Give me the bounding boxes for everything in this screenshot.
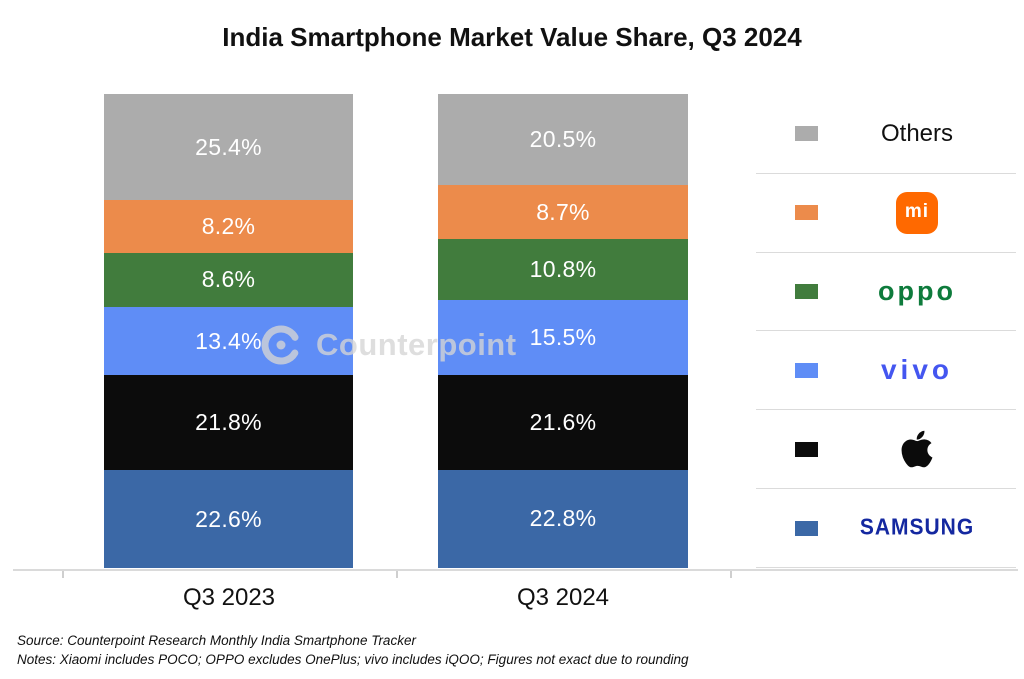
segment-value-label: 15.5% (529, 324, 597, 351)
vivo-wordmark: vivo (880, 354, 954, 386)
legend-swatch-xiaomi (795, 205, 818, 221)
x-axis-tick (62, 571, 64, 578)
bar-segment-apple: 21.8% (104, 375, 353, 471)
samsung-wordmark: SAMSUNG (859, 514, 975, 541)
segment-value-label: 13.4% (195, 327, 262, 354)
legend-row-vivo: vivo (756, 331, 1016, 411)
source-line: Source: Counterpoint Research Monthly In… (17, 633, 416, 648)
legend-row-oppo: oppo (756, 253, 1016, 332)
bar-segment-vivo: 15.5% (438, 299, 688, 376)
x-axis-tick (730, 571, 732, 578)
x-axis-line (13, 569, 1018, 571)
xiaomi-mi-logo-icon: mi (896, 191, 938, 234)
segment-value-label: 8.2% (201, 213, 256, 240)
notes-line: Notes: Xiaomi includes POCO; OPPO exclud… (17, 651, 689, 667)
legend-swatch-apple (795, 441, 818, 457)
stacked-bar-q3-2023: 25.4% 8.2% 8.6% 13.4% 21.8% 22.6% (104, 94, 353, 568)
legend: Others mi oppo vivo (756, 95, 1016, 568)
x-axis-label-q3-2023: Q3 2023 (182, 584, 276, 611)
legend-swatch-samsung (795, 520, 818, 536)
segment-value-label: 22.8% (529, 505, 597, 532)
bar-segment-apple: 21.6% (438, 375, 688, 470)
bar-segment-others: 25.4% (104, 94, 353, 201)
footer-notes: Source: Counterpoint Research Monthly In… (17, 632, 1007, 669)
legend-row-apple (756, 410, 1016, 490)
bar-segment-others: 20.5% (438, 94, 688, 186)
segment-value-label: 21.6% (529, 409, 597, 436)
segment-value-label: 22.6% (195, 505, 262, 532)
legend-swatch-vivo (795, 362, 818, 378)
legend-row-samsung: SAMSUNG (756, 489, 1016, 568)
chart-title: India Smartphone Market Value Share, Q3 … (222, 22, 802, 52)
legend-row-others: Others (756, 95, 1016, 174)
bar-segment-xiaomi-mi-: 8.2% (104, 200, 353, 253)
x-axis-tick (396, 571, 398, 578)
segment-value-label: 25.4% (195, 133, 262, 160)
segment-value-label: 21.8% (195, 409, 262, 436)
legend-row-xiaomi: mi (756, 174, 1016, 253)
bar-segment-samsung: 22.8% (438, 469, 688, 568)
legend-swatch-others (795, 126, 818, 142)
bar-segment-vivo: 13.4% (104, 306, 353, 376)
legend-label-others: Others (880, 119, 954, 147)
bar-segment-oppo: 8.6% (104, 252, 353, 307)
segment-value-label: 8.6% (201, 266, 256, 293)
oppo-wordmark: oppo (878, 276, 956, 307)
stacked-bar-q3-2024: 20.5% 8.7% 10.8% 15.5% 21.6% 22.8% (438, 94, 688, 568)
segment-value-label: 20.5% (529, 126, 597, 153)
legend-swatch-oppo (795, 284, 818, 300)
mi-logo-glyph: mi (904, 200, 930, 222)
segment-value-label: 8.7% (536, 198, 590, 225)
bar-segment-samsung: 22.6% (104, 470, 353, 568)
apple-logo-icon (818, 428, 1016, 470)
segment-value-label: 10.8% (529, 256, 597, 283)
bar-segment-oppo: 10.8% (438, 239, 688, 300)
bar-segment-xiaomi-mi-: 8.7% (438, 185, 688, 240)
x-axis-label-q3-2024: Q3 2024 (516, 584, 610, 611)
